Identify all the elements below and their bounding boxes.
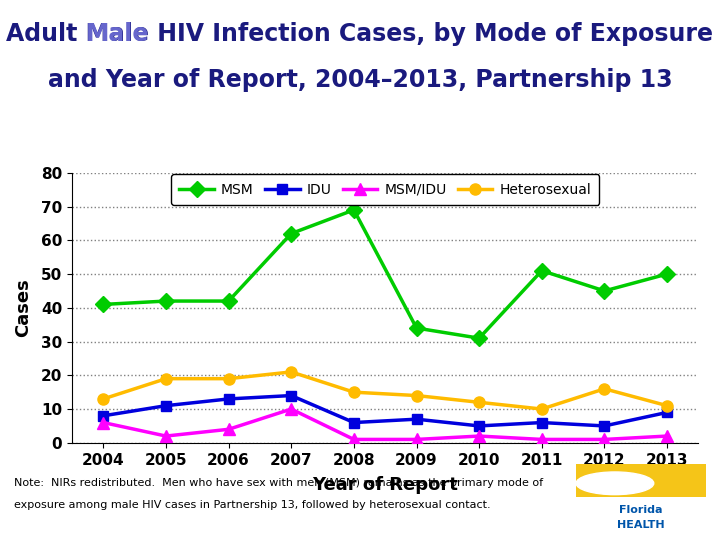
IDU — [538, 419, 546, 426]
Text: HEALTH: HEALTH — [617, 520, 665, 530]
Text: Note:  NIRs redistributed.  Men who have sex with men (MSM) remains as the prima: Note: NIRs redistributed. Men who have s… — [14, 478, 544, 488]
Text: and Year of Report, 2004–2013, Partnership 13: and Year of Report, 2004–2013, Partnersh… — [48, 68, 672, 91]
Heterosexual — [224, 375, 233, 382]
MSM/IDU — [663, 433, 672, 440]
MSM — [412, 325, 420, 331]
Text: Male: Male — [86, 22, 150, 45]
Text: Adult: Adult — [320, 22, 400, 45]
MSM/IDU — [99, 419, 107, 426]
MSM/IDU — [412, 436, 420, 443]
X-axis label: Year of Report: Year of Report — [312, 476, 458, 494]
Heterosexual — [349, 389, 358, 395]
MSM/IDU — [161, 433, 170, 440]
MSM — [538, 267, 546, 274]
IDU — [600, 423, 609, 429]
Heterosexual — [287, 369, 295, 375]
Text: exposure among male HIV cases in Partnership 13, followed by heterosexual contac: exposure among male HIV cases in Partner… — [14, 500, 491, 510]
Text: Adult Male: Adult Male — [289, 22, 431, 45]
IDU — [161, 402, 170, 409]
Y-axis label: Cases: Cases — [14, 279, 32, 337]
Text: Adult Male HIV Infection Cases, by Mode of Exposure: Adult Male HIV Infection Cases, by Mode … — [6, 22, 714, 45]
Heterosexual — [474, 399, 483, 406]
Circle shape — [576, 472, 654, 495]
MSM — [600, 288, 609, 294]
IDU — [349, 419, 358, 426]
Heterosexual — [663, 402, 672, 409]
IDU — [663, 409, 672, 416]
Line: MSM/IDU: MSM/IDU — [98, 403, 672, 445]
MSM — [287, 230, 295, 237]
MSM/IDU — [600, 436, 609, 443]
MSM — [99, 301, 107, 308]
Line: MSM: MSM — [98, 204, 672, 344]
Line: IDU: IDU — [99, 390, 672, 431]
MSM — [663, 271, 672, 278]
Line: Heterosexual: Heterosexual — [98, 366, 672, 415]
IDU — [412, 416, 420, 422]
Text: Male: Male — [0, 22, 63, 45]
MSM — [349, 207, 358, 213]
Heterosexual — [538, 406, 546, 413]
Text: Adult Male HIV Infection Cases, by Mode of Exposure: Adult Male HIV Infection Cases, by Mode … — [6, 22, 714, 45]
Text: Florida: Florida — [619, 505, 662, 515]
Heterosexual — [600, 386, 609, 392]
Legend: MSM, IDU, MSM/IDU, Heterosexual: MSM, IDU, MSM/IDU, Heterosexual — [171, 174, 599, 205]
MSM/IDU — [349, 436, 358, 443]
IDU — [287, 392, 295, 399]
MSM/IDU — [538, 436, 546, 443]
MSM/IDU — [287, 406, 295, 413]
IDU — [99, 413, 107, 419]
Text: Adult: Adult — [0, 22, 80, 45]
Heterosexual — [99, 396, 107, 402]
Heterosexual — [412, 392, 420, 399]
MSM — [161, 298, 170, 305]
MSM — [224, 298, 233, 305]
IDU — [474, 423, 483, 429]
MSM — [474, 335, 483, 341]
IDU — [224, 396, 233, 402]
MSM/IDU — [224, 426, 233, 433]
MSM/IDU — [474, 433, 483, 440]
Heterosexual — [161, 375, 170, 382]
